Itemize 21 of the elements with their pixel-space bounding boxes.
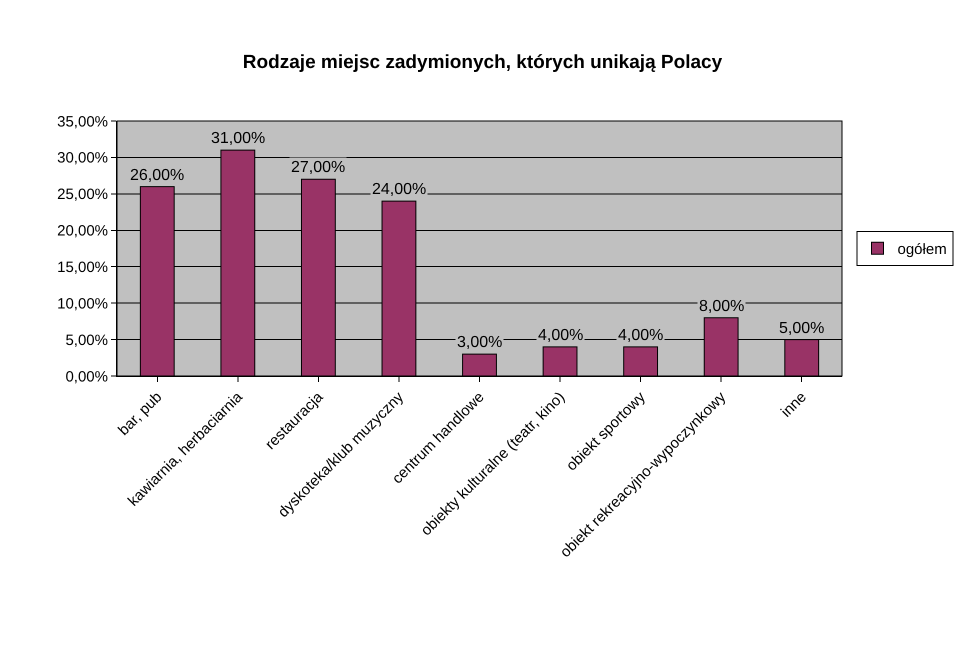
y-tick-label: 0,00% <box>65 368 108 386</box>
y-tick-label: 20,00% <box>57 222 108 240</box>
data-label: 3,00% <box>457 334 502 351</box>
x-tick-label: inne <box>778 388 810 421</box>
data-label: 5,00% <box>779 320 824 337</box>
y-tick-label: 10,00% <box>57 295 108 312</box>
data-label: 26,00% <box>130 167 184 184</box>
y-tick-label: 25,00% <box>57 186 108 204</box>
chart-title: Rodzaje miejsc zadymionych, których unikają Polacy <box>242 52 723 74</box>
data-label: 31,00% <box>211 130 266 147</box>
y-tick-label: 30,00% <box>57 150 108 167</box>
data-label: 4,00% <box>618 327 664 344</box>
data-label: 8,00% <box>699 298 744 315</box>
data-label: 24,00% <box>372 181 426 198</box>
y-tick-label: 5,00% <box>65 332 108 349</box>
y-tick-label: 15,00% <box>57 258 108 276</box>
data-label: 4,00% <box>538 327 584 344</box>
legend-label: ogółem <box>898 241 947 258</box>
y-tick-label: 35,00% <box>57 113 108 130</box>
x-tick-label: bar, pub <box>115 388 166 439</box>
data-label: 27,00% <box>291 159 346 176</box>
